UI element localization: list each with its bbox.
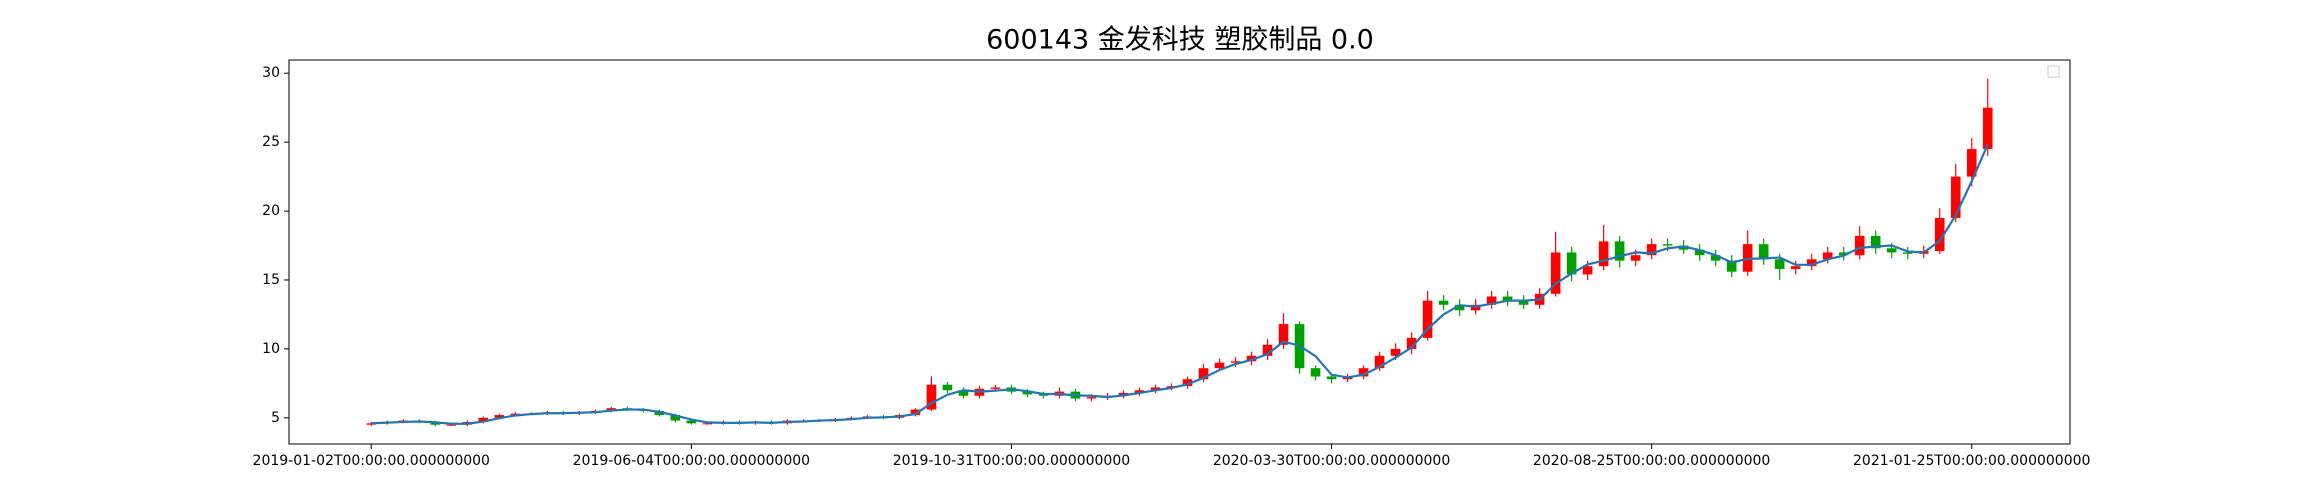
y-tick-label: 10: [262, 341, 280, 357]
candle-body: [702, 423, 713, 425]
candle-body: [942, 384, 953, 391]
candle-body: [1662, 244, 1673, 246]
chart-title: 600143 金发科技 塑胶制品 0.0: [986, 25, 1374, 56]
candle-body: [1982, 107, 1993, 150]
candle-body: [1838, 252, 1849, 256]
candle-body: [1198, 368, 1209, 380]
ma-line: [371, 144, 1989, 425]
candle-body: [990, 387, 1001, 389]
x-tick-label: 2020-03-30T00:00:00.000000000: [1213, 453, 1450, 469]
candle-body: [1246, 355, 1257, 362]
candle-body: [1950, 176, 1961, 218]
legend-box: [2047, 65, 2060, 78]
candle-body: [366, 423, 377, 425]
candle-body: [926, 384, 937, 410]
candle-body: [1454, 304, 1465, 311]
candle-body: [1406, 337, 1417, 349]
candle-body: [1230, 361, 1241, 363]
candle-body: [1934, 217, 1945, 252]
x-tick-label: 2019-10-31T00:00:00.000000000: [893, 453, 1130, 469]
candle-body: [910, 409, 921, 416]
candle-body: [958, 390, 969, 396]
x-tick-label: 2021-01-25T00:00:00.000000000: [1853, 453, 2090, 469]
candle-body: [1550, 252, 1561, 294]
candle-body: [1326, 376, 1337, 380]
candle-body: [1758, 244, 1769, 260]
candle-body: [1598, 241, 1609, 267]
y-tick-label: 15: [262, 272, 280, 288]
candle-body: [478, 417, 489, 422]
candle-body: [1134, 390, 1145, 394]
x-tick-label: 2019-01-02T00:00:00.000000000: [253, 453, 490, 469]
candle-body: [1902, 252, 1913, 254]
candle-body: [1502, 296, 1513, 301]
candle-body: [1694, 249, 1705, 256]
candle-body: [686, 420, 697, 424]
candle-body: [1374, 355, 1385, 369]
candle-body: [1358, 368, 1369, 377]
candle-body: [1022, 391, 1033, 395]
candle-body: [1390, 348, 1401, 356]
candle-body: [1854, 235, 1865, 256]
candle-body: [1774, 259, 1785, 269]
x-tick-label: 2020-08-25T00:00:00.000000000: [1533, 453, 1770, 469]
candle-body: [1870, 235, 1881, 249]
candle-body: [1518, 300, 1529, 305]
candle-body: [1566, 252, 1577, 275]
y-tick-label: 25: [262, 134, 280, 150]
candle-body: [1214, 362, 1225, 369]
candle-body: [1710, 255, 1721, 261]
candle-body: [1886, 248, 1897, 253]
candle-body: [1278, 324, 1289, 345]
candle-body: [1966, 149, 1977, 177]
candle-body: [1726, 260, 1737, 272]
candle-body: [1646, 244, 1657, 256]
candle-body: [1438, 300, 1449, 305]
y-tick-label: 30: [262, 65, 280, 81]
candle-body: [1630, 255, 1641, 261]
y-tick-label: 5: [271, 410, 280, 426]
candle-body: [494, 415, 505, 418]
candle-body: [1582, 266, 1593, 275]
candle-body: [1262, 344, 1273, 356]
candle-body: [1822, 252, 1833, 260]
candle-body: [1182, 379, 1193, 387]
candle-body: [1790, 266, 1801, 269]
candle-body: [446, 424, 457, 426]
candle-body: [1614, 241, 1625, 261]
candle-body: [1310, 368, 1321, 377]
candle-body: [1486, 296, 1497, 305]
candle-body: [510, 413, 521, 416]
candle-body: [1150, 387, 1161, 391]
y-tick-label: 20: [262, 203, 280, 219]
candle-body: [1422, 300, 1433, 338]
candle-body: [670, 415, 681, 421]
candle-body: [1086, 397, 1097, 399]
plot-area: [288, 59, 2071, 445]
candle-body: [1806, 259, 1817, 267]
x-tick-label: 2019-06-04T00:00:00.000000000: [573, 453, 810, 469]
